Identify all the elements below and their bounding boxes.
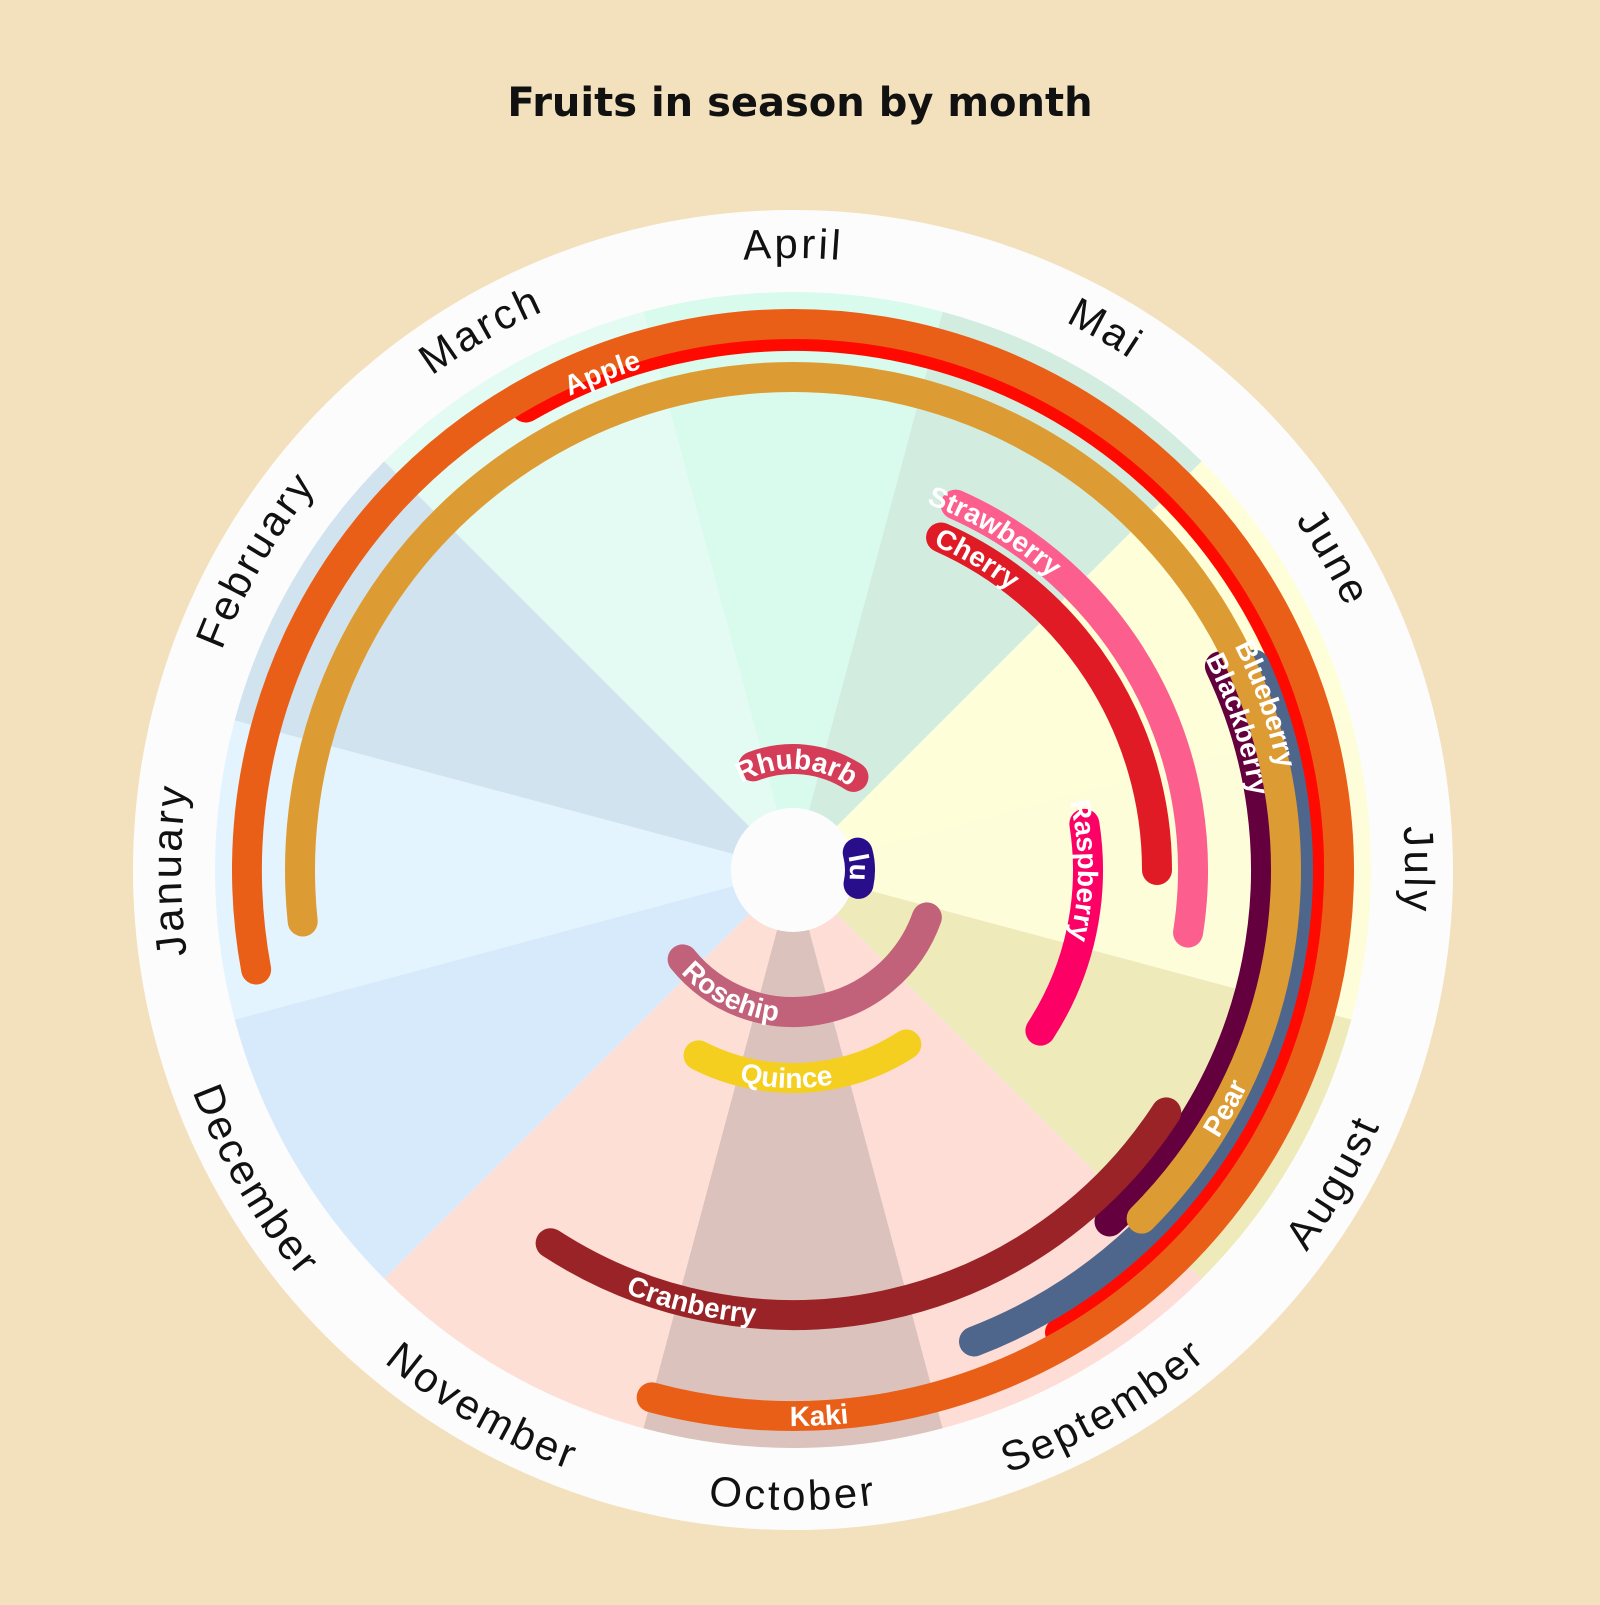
month-sector-march [384,311,793,870]
month-sector-mai [793,311,1202,870]
fruit-arc-raspberry [1025,808,1103,1046]
fruit-arc-kaki [232,309,1354,1431]
fruit-arcs [232,309,1354,1431]
fruit-arc-blackberry [1094,651,1281,1237]
month-sector-april [643,291,943,871]
month-sector-december [234,870,793,1279]
month-label-january: January [143,780,196,959]
fruit-label-quince: Quince [738,1057,834,1094]
fruit-arc-quince [683,1029,922,1093]
month-label-july: July [1395,825,1444,916]
fruit-arc-rosehip [667,902,942,1027]
month-label-october: October [707,1467,879,1519]
month-sector-november [384,870,793,1429]
fruit-arc-strawberry [940,489,1208,948]
chart-title: Fruits in season by month [507,80,1093,126]
fruit-arc-pear [285,362,1301,1234]
center-hole [731,808,855,932]
fruit-arc-cranberry [535,1097,1182,1330]
month-sector-february [234,461,793,870]
fruit-arc-plum [842,837,875,899]
fruit-label-kaki: Kaki [790,1398,850,1432]
fruit-arc-cherry [926,522,1172,885]
month-sector-june [793,461,1352,870]
month-sector-january [214,720,793,1020]
fruit-arc-rhubarb [738,744,869,792]
month-label-april: April [741,220,845,269]
